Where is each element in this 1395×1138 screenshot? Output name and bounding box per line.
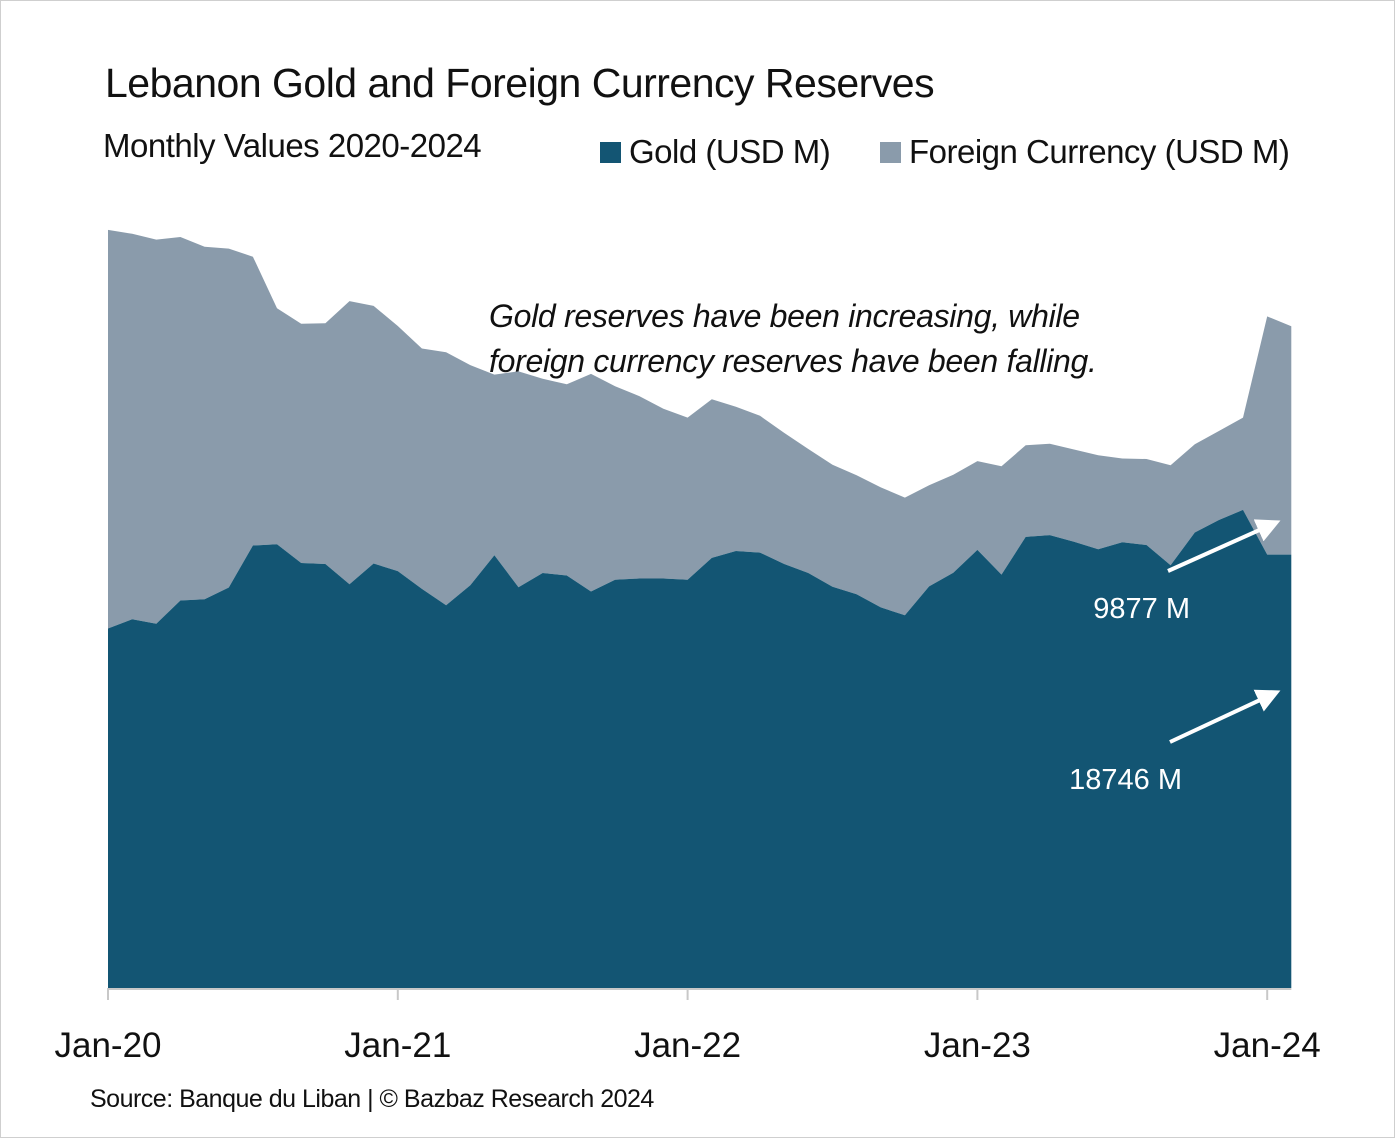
legend-item-foreign-currency: Foreign Currency (USD M) bbox=[880, 133, 1290, 171]
area-foreign-currency bbox=[108, 229, 1292, 629]
x-tick-label: Jan-24 bbox=[1214, 1026, 1321, 1065]
chart-title: Lebanon Gold and Foreign Currency Reserv… bbox=[105, 60, 935, 106]
chart-annotation: Gold reserves have been increasing, whil… bbox=[489, 294, 1249, 384]
annotation-line-1: Gold reserves have been increasing, whil… bbox=[489, 298, 1080, 334]
chart-subtitle: Monthly Values 2020-2024 bbox=[103, 127, 482, 164]
end-label-gold: 18746 M bbox=[1069, 764, 1182, 796]
area-gold bbox=[108, 509, 1292, 988]
source-note: Source: Banque du Liban | © Bazbaz Resea… bbox=[90, 1085, 654, 1113]
x-tick-label: Jan-21 bbox=[344, 1026, 451, 1065]
annotation-line-2: foreign currency reserves have been fall… bbox=[489, 343, 1097, 379]
callout-arrow-gold bbox=[1169, 689, 1281, 744]
callout-arrow-foreign-currency bbox=[1167, 519, 1281, 573]
legend-label-gold: Gold (USD M) bbox=[629, 133, 831, 170]
legend-item-gold: Gold (USD M) bbox=[600, 133, 831, 171]
legend-swatch-gold bbox=[600, 141, 621, 163]
x-tick-label: Jan-23 bbox=[924, 1026, 1031, 1065]
end-label-foreign-currency: 9877 M bbox=[1093, 593, 1190, 625]
legend-swatch-foreign-currency bbox=[880, 141, 901, 163]
x-tick-label: Jan-20 bbox=[54, 1026, 161, 1065]
legend-label-foreign-currency: Foreign Currency (USD M) bbox=[909, 133, 1290, 170]
x-tick-label: Jan-22 bbox=[634, 1026, 741, 1065]
